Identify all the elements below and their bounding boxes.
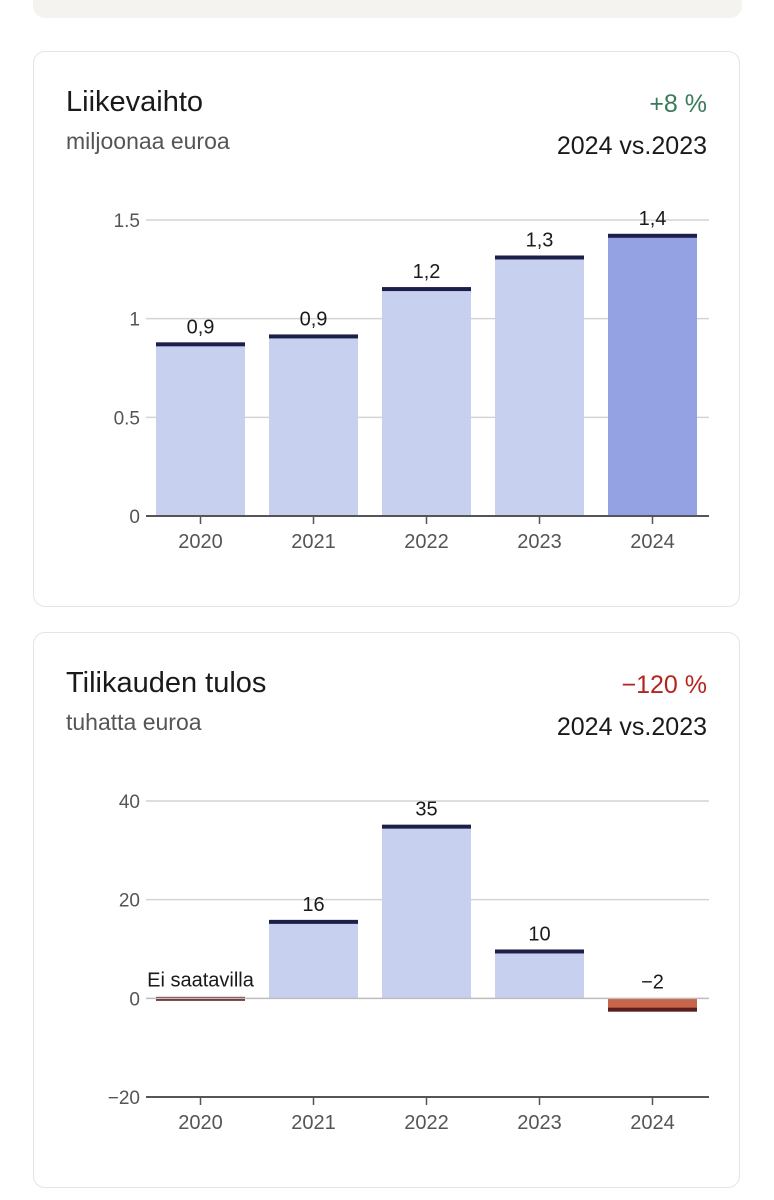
x-tick-label: 2022 [404, 531, 449, 553]
x-tick-label: 2023 [517, 531, 562, 553]
data-label: Ei saatavilla [147, 969, 255, 991]
change-percent: −120 % [621, 671, 708, 699]
bar-cap [495, 255, 584, 260]
bar-cap [269, 334, 358, 339]
bar-cap [156, 342, 245, 347]
change-percent: +8 % [649, 90, 707, 118]
x-tick-label: 2022 [404, 1112, 449, 1134]
y-tick-label: 20 [119, 891, 140, 912]
x-tick-label: 2020 [178, 1112, 223, 1134]
y-tick-label: 40 [119, 792, 140, 813]
data-label: 1,3 [526, 229, 554, 251]
bar [269, 336, 358, 516]
y-tick-label: 1 [129, 310, 140, 331]
bar-cap [608, 1007, 697, 1012]
card-title: Liikevaihto [66, 86, 204, 118]
data-label: 0,9 [187, 316, 215, 338]
revenue-bar-chart: 0 0.5 1 1.5 0,9 2020 0,9 2021 1,2 2022 1,3 2023 1,4 2… [114, 208, 709, 553]
data-label: 1,4 [639, 208, 667, 230]
bar-cap [269, 919, 358, 924]
bar [495, 951, 584, 999]
bar-cap [608, 233, 697, 238]
comparison-period: 2024 vs.2023 [556, 132, 707, 160]
card-title: Tilikauden tulos [66, 667, 267, 699]
data-label: 16 [302, 894, 324, 916]
x-tick-label: 2024 [630, 531, 675, 553]
card-subtitle: tuhatta euroa [66, 709, 202, 735]
x-tick-label: 2024 [630, 1112, 675, 1134]
y-tick-label: 0 [129, 507, 140, 528]
y-tick-label: 0 [129, 989, 140, 1010]
x-tick-label: 2020 [178, 531, 223, 553]
revenue-card: Liikevaihto miljoonaa euroa +8 % 2024 vs… [33, 51, 740, 607]
x-tick-label: 2021 [291, 1112, 336, 1134]
x-tick-label: 2023 [517, 1112, 562, 1134]
previous-card-bottom [33, 0, 742, 18]
data-label: 0,9 [300, 308, 328, 330]
y-tick-label: 0.5 [114, 408, 140, 429]
y-tick-label: −20 [108, 1088, 140, 1109]
profit-bar-chart: −20 0 20 40 Ei saatavilla 2020 16 2021 35 2022 10 2… [108, 792, 709, 1134]
bar-cap [382, 287, 471, 292]
data-label: −2 [641, 971, 664, 993]
data-label: 35 [415, 799, 437, 821]
y-tick-label: 1.5 [114, 211, 140, 232]
bar [269, 921, 358, 999]
card-subtitle: miljoonaa euroa [66, 128, 230, 154]
comparison-period: 2024 vs.2023 [556, 713, 707, 741]
bar [156, 344, 245, 516]
bar-cap [495, 949, 584, 954]
bar-negative [608, 998, 697, 1010]
profit-card: Tilikauden tulos tuhatta euroa −120 % 20… [33, 632, 740, 1188]
bar [608, 235, 697, 516]
bar-cap [382, 824, 471, 829]
bar [495, 257, 584, 516]
x-tick-label: 2021 [291, 531, 336, 553]
bar [382, 826, 471, 999]
bar [382, 289, 471, 516]
data-label: 1,2 [413, 261, 441, 283]
data-label: 10 [528, 923, 550, 945]
